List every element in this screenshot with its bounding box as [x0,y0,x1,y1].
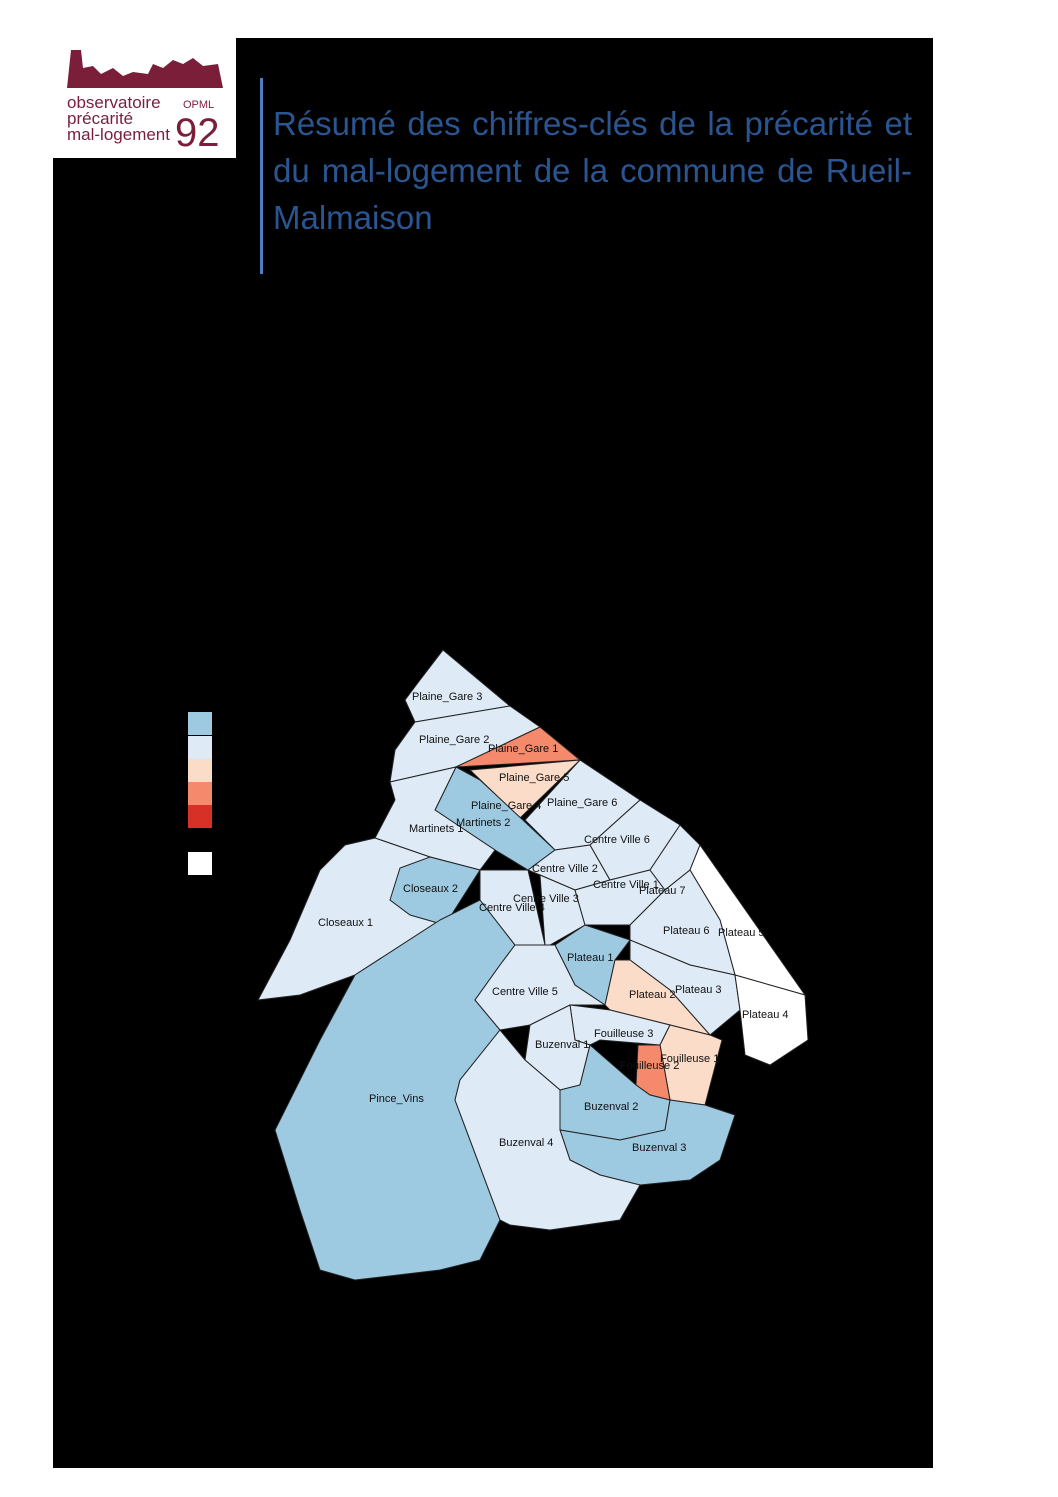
district [734,974,809,1066]
logo-number: 92 [175,111,220,155]
district [539,874,586,946]
district-label: Centre Ville 4 [479,902,545,914]
logo-line: observatoire [67,93,161,112]
district-label: Buzenval 4 [499,1137,553,1149]
district-label: Centre Ville 1 [593,879,659,891]
district-label: Fouilleuse 1 [660,1053,719,1065]
district [404,649,512,723]
district-label: Centre Ville 5 [492,986,558,998]
district [454,1029,641,1231]
district-label: Buzenval 2 [584,1101,638,1113]
district-label: Centre Ville 3 [513,893,579,905]
district-label: Plaine_Gare 4 [471,800,541,812]
district-label: Buzenval 1 [535,1039,589,1051]
district-label: Plateau 2 [629,989,675,1001]
title-rule [260,78,263,274]
district-label: Plaine_Gare 5 [499,772,569,784]
district-label: Martinets 2 [456,817,510,829]
logo-art: observatoire précarité mal-logement OPML… [67,50,223,155]
district-label: Fouilleuse 3 [594,1028,653,1040]
district [474,944,607,1031]
district-label: Pince_Vins [369,1093,424,1105]
district-label: Plaine_Gare 2 [419,734,489,746]
district-label: Plateau 7 [639,885,685,897]
legend-swatch [188,736,212,759]
district-labels: Plaine_Gare 3 Plaine_Gare 2 Plaine_Gare … [318,691,788,1154]
district-label: Plaine_Gare 3 [412,691,482,703]
district-label: Plateau 3 [675,984,721,996]
logo: observatoire précarité mal-logement OPML… [53,38,236,158]
district-label: Plateau 4 [742,1009,788,1021]
district-label: Fouilleuse 2 [620,1060,679,1072]
district-label: Closeaux 1 [318,917,373,929]
logo-line: précarité [67,109,133,128]
logo-line: mal-logement [67,125,170,144]
district [455,726,582,768]
district-label: Plateau 5 [718,927,764,939]
district-label: Plaine_Gare 6 [547,797,617,809]
legend-swatch [188,805,212,828]
legend-swatch [188,782,212,805]
legend-swatch [188,712,212,735]
district-label: Plateau 1 [567,952,613,964]
title: Résumé des chiffres-clés de la précarité… [273,105,912,236]
legend-swatch [188,759,212,782]
district-label: Plateau 6 [663,925,709,937]
logo-badge: OPML [183,99,214,111]
district-label: Centre Ville 2 [532,863,598,875]
district-label: Plaine_Gare 1 [488,743,558,755]
district-label: Centre Ville 6 [584,834,650,846]
skyline [67,50,223,88]
district-label: Buzenval 3 [632,1142,686,1154]
districts [257,649,809,1281]
district-label: Martinets 1 [409,823,463,835]
district-label: Closeaux 2 [403,883,458,895]
legend-swatch [188,852,212,875]
